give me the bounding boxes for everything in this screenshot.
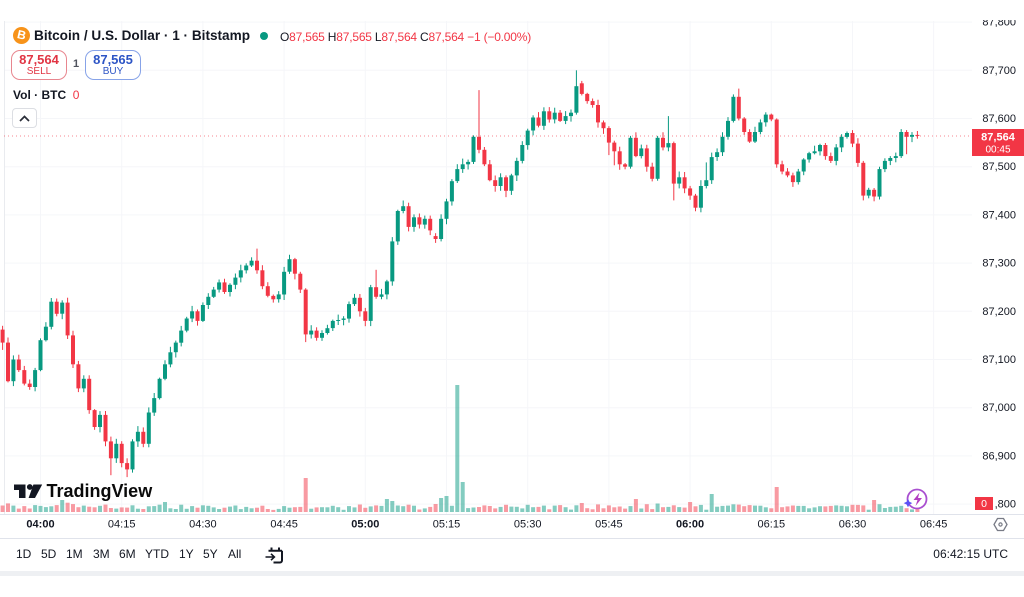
svg-text:00:45: 00:45 [985, 145, 1010, 156]
svg-text:06:00: 06:00 [676, 519, 704, 531]
svg-text:87,200: 87,200 [982, 306, 1016, 318]
svg-text:05:45: 05:45 [595, 519, 623, 531]
svg-text:06:30: 06:30 [839, 519, 867, 531]
svg-text:0: 0 [981, 498, 987, 510]
svg-text:87,500: 87,500 [982, 161, 1016, 173]
svg-text:05:30: 05:30 [514, 519, 542, 531]
svg-text:86,900: 86,900 [982, 450, 1016, 462]
svg-text:,800: ,800 [995, 499, 1016, 511]
svg-text:06:15: 06:15 [758, 519, 786, 531]
svg-text:87,400: 87,400 [982, 209, 1016, 221]
svg-text:87,100: 87,100 [982, 354, 1016, 366]
svg-text:04:15: 04:15 [108, 519, 136, 531]
svg-text:TradingView: TradingView [47, 481, 154, 501]
svg-text:87,700: 87,700 [982, 65, 1016, 77]
svg-text:05:00: 05:00 [351, 519, 379, 531]
svg-text:04:45: 04:45 [270, 519, 298, 531]
svg-text:05:15: 05:15 [433, 519, 461, 531]
svg-text:87,564: 87,564 [981, 132, 1016, 144]
svg-text:06:45: 06:45 [920, 519, 948, 531]
svg-text:87,600: 87,600 [982, 113, 1016, 125]
svg-text:87,000: 87,000 [982, 402, 1016, 414]
svg-text:04:00: 04:00 [26, 519, 54, 531]
svg-text:04:30: 04:30 [189, 519, 217, 531]
svg-text:87,300: 87,300 [982, 258, 1016, 270]
